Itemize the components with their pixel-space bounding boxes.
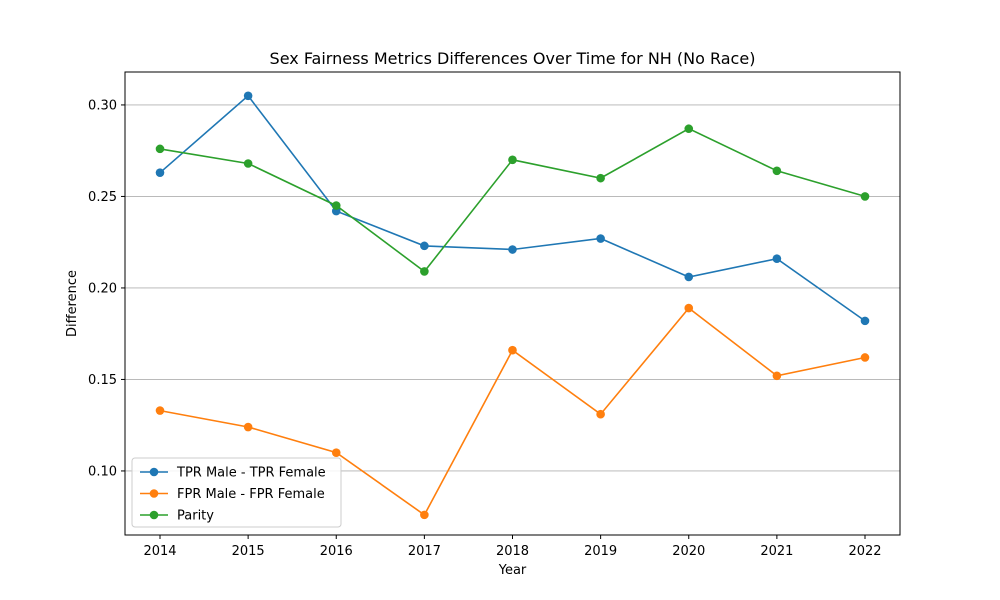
series-2: [155, 303, 870, 520]
data-point: [243, 422, 253, 432]
legend-swatch-marker: [149, 510, 159, 520]
data-point: [772, 254, 782, 263]
legend-frame: [131, 457, 342, 528]
data-point: [243, 159, 253, 168]
legend: TPR Male - TPR Female FPR Male - FPR Fema…: [131, 457, 342, 528]
legend-swatch-marker: [149, 467, 159, 477]
data-point: [508, 245, 517, 254]
data-point: [596, 173, 605, 183]
data-point: [420, 241, 429, 251]
y-tick-label: 0.15: [88, 373, 117, 388]
data-point: [243, 91, 253, 101]
y-tick-label: 0.30: [88, 98, 117, 113]
legend-item: FPR Male - FPR Female: [140, 487, 325, 502]
series-1: [155, 91, 870, 326]
y-tick-label: 0.10: [88, 464, 117, 479]
x-axis-label: Year: [498, 563, 527, 578]
x-tick-label: 2022: [848, 544, 881, 559]
data-point: [331, 201, 341, 210]
x-tick-label: 2017: [408, 544, 441, 559]
legend-label: Parity: [177, 509, 214, 524]
x-tick-label: 2019: [584, 544, 617, 559]
data-point: [684, 303, 694, 313]
y-axis-label: Difference: [65, 270, 80, 337]
y-tick-label: 0.20: [88, 281, 117, 296]
y-tick-label: 0.25: [88, 190, 117, 205]
x-tick-label: 2015: [232, 544, 265, 559]
data-point: [155, 144, 165, 154]
x-tick-label: 2016: [320, 544, 353, 559]
x-tick-label: 2020: [672, 544, 705, 559]
series-layer: [155, 91, 870, 520]
data-point: [772, 371, 782, 381]
legend-item: Parity: [140, 509, 214, 524]
data-point: [860, 316, 870, 326]
data-point: [860, 192, 870, 201]
data-point: [596, 409, 605, 419]
data-point: [331, 448, 341, 457]
series-3: [155, 124, 870, 276]
data-point: [772, 166, 782, 176]
data-point: [155, 406, 165, 415]
legend-swatch-marker: [149, 489, 159, 498]
x-axis: 2014 2015 2016 2017 2018 2019 2020 2021 2022: [143, 535, 882, 559]
data-point: [508, 155, 517, 165]
legend-label: TPR Male - TPR Female: [176, 466, 326, 481]
legend-label: FPR Male - FPR Female: [177, 487, 325, 502]
y-axis: 0.10 0.15 0.20 0.25 0.30: [88, 98, 125, 479]
data-point: [684, 124, 694, 134]
data-point: [420, 510, 429, 520]
data-point: [508, 345, 517, 355]
legend-item: TPR Male - TPR Female: [140, 466, 326, 481]
x-tick-label: 2014: [143, 544, 176, 559]
data-point: [684, 272, 694, 282]
x-tick-label: 2018: [496, 544, 529, 559]
x-tick-label: 2021: [760, 544, 793, 559]
data-point: [596, 234, 605, 243]
data-point: [860, 353, 870, 362]
chart-title: Sex Fairness Metrics Differences Over Ti…: [270, 49, 756, 68]
data-point: [155, 168, 165, 177]
data-point: [420, 267, 429, 276]
